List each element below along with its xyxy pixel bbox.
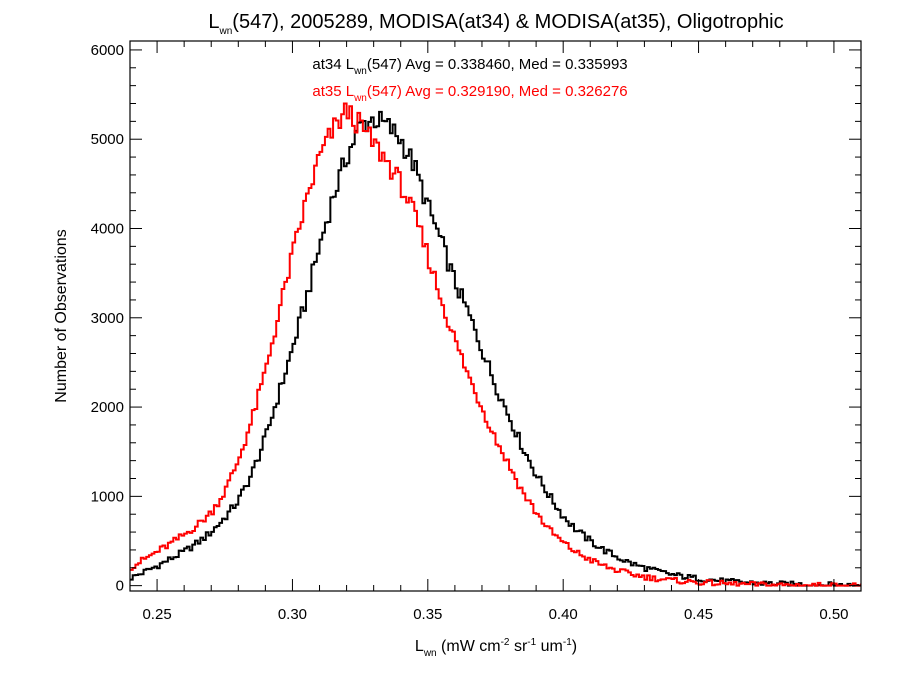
chart-title-main: L — [208, 11, 219, 33]
x-tick-label: 0.40 — [549, 606, 578, 623]
annotation-at34-pre: at34 L — [312, 56, 354, 73]
annotation-at35-subscript: wn — [353, 93, 367, 104]
x-tick-label: 0.25 — [142, 606, 171, 623]
x-axis-label-mid: sr — [510, 638, 528, 655]
x-axis-label-units: (mW cm — [437, 638, 501, 655]
series-line-at35 — [130, 102, 861, 587]
annotation-at35: at35 Lwn(547) Avg = 0.329190, Med = 0.32… — [312, 83, 627, 104]
x-axis-label-end: um — [536, 638, 563, 655]
x-axis-label-sup1: -2 — [501, 637, 510, 648]
y-tick-label: 0 — [116, 578, 124, 595]
x-tick-label: 0.30 — [278, 606, 307, 623]
y-tick-label: 3000 — [91, 310, 124, 327]
x-tick-label: 0.50 — [819, 606, 848, 623]
x-axis-label-sup3: -1 — [563, 637, 572, 648]
y-tick-label: 5000 — [91, 131, 124, 148]
x-axis-label: Lwn (mW cm-2 sr-1 um-1) — [415, 637, 577, 659]
y-tick-label: 1000 — [91, 488, 124, 505]
annotation-at34-post: (547) Avg = 0.338460, Med = 0.335993 — [367, 56, 628, 73]
annotation-at35-post: (547) Avg = 0.329190, Med = 0.326276 — [367, 83, 628, 100]
annotation-at34: at34 Lwn(547) Avg = 0.338460, Med = 0.33… — [312, 56, 627, 77]
chart-title-subscript: wn — [218, 26, 232, 37]
x-axis-label-sup2: -1 — [527, 637, 536, 648]
y-tick-label: 2000 — [91, 399, 124, 416]
series-line-at34 — [130, 110, 861, 587]
chart-title: Lwn(547), 2005289, MODISA(at34) & MODISA… — [208, 11, 783, 37]
y-tick-label: 4000 — [91, 221, 124, 238]
y-axis-label: Number of Observations — [53, 229, 70, 402]
x-axis-label-close: ) — [572, 638, 577, 655]
x-axis-label-main: L — [415, 638, 424, 655]
y-tick-label: 6000 — [91, 42, 124, 59]
x-tick-label: 0.35 — [413, 606, 442, 623]
x-tick-label: 0.45 — [684, 606, 713, 623]
annotation-at35-pre: at35 L — [312, 83, 354, 100]
chart-title-rest: (547), 2005289, MODISA(at34) & MODISA(at… — [232, 11, 783, 33]
annotation-at34-subscript: wn — [353, 66, 367, 77]
x-axis-label-subscript: wn — [423, 648, 437, 659]
plot-frame — [129, 40, 862, 592]
plot-area: 0.25 0.30 0.35 0.40 0.45 0.50 0 1000 2000 3000 400… — [91, 40, 862, 623]
